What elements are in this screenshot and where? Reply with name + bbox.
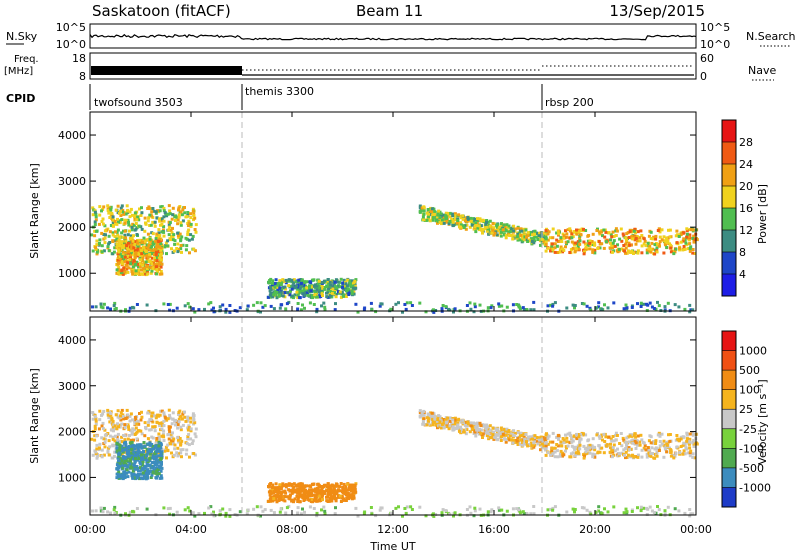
velocity-color-7 [722,350,736,371]
nsky-label: N.Sky [6,30,38,43]
velocity-colorbar-tick-5: -100 [739,442,764,455]
freq-strip: Freq. [MHz] 18 8 60 0 Nave [4,52,776,83]
velocity-color-6 [722,370,736,390]
cpid-name-2: themis 3300 [245,85,314,98]
power-colorbar: 4 8 12 16 20 24 28 [721,119,753,297]
velocity-range-tick-2: 3000 [58,380,86,393]
velocity-color-3 [722,428,736,449]
power-range-tick-2: 3000 [58,175,86,188]
power-colorbar-label: Power [dB] [756,184,769,244]
freq-tick-high: 18 [72,52,86,65]
beam-title: Beam 11 [356,2,423,20]
freq-label: Freq. [14,54,39,65]
power-colorbar-tick-0: 4 [739,268,746,281]
cpid-strip: CPID twofsound 3503 themis 3300 rbsp 200 [6,84,594,110]
power-panel: 1000 2000 3000 4000 Slant Range [km] [28,111,699,314]
nave-tick-high: 60 [700,52,714,65]
time-axis-label: Time UT [369,540,415,553]
cpid-name-3: rbsp 200 [545,96,594,109]
power-range-tick-3: 4000 [58,129,86,142]
time-tick-0: 00:00 [74,523,106,536]
nsky-tick-low: 10^0 [56,38,86,51]
velocity-color-4 [722,409,736,429]
freq-unit: [MHz] [4,66,33,77]
nsky-tick-high: 10^5 [56,21,86,34]
power-color-1 [722,252,736,274]
power-colorbar-tick-5: 24 [739,158,753,171]
date-title: 13/Sep/2015 [609,2,705,20]
velocity-color-2 [722,448,736,468]
nave-label: Nave [748,64,776,77]
power-range-tick-1: 2000 [58,221,86,234]
velocity-panel: 1000 2000 3000 4000 Slant Range [km] 00:00 0… [28,112,712,553]
velocity-range-tick-0: 1000 [58,471,86,484]
velocity-colorbar-tick-0: 1000 [739,345,767,358]
velocity-color-5 [722,389,736,410]
nsearch-tick-low: 10^0 [700,38,730,51]
power-color-3 [722,208,736,230]
velocity-echoes [90,408,699,518]
velocity-colorbar-tick-3: 25 [739,403,753,416]
velocity-colorbar: 1000 500 100 25 -25 -100 -500 -1000 [721,330,771,508]
time-tick-5: 20:00 [579,523,611,536]
nsky-trace [89,33,697,41]
power-color-5 [722,164,736,186]
power-colorbar-tick-1: 8 [739,246,746,259]
power-color-2 [722,230,736,252]
power-range-tick-0: 1000 [58,267,86,280]
nsearch-tick-high: 10^5 [700,21,730,34]
power-color-0 [722,274,736,296]
power-range-axis-label: Slant Range [km] [28,163,41,259]
velocity-color-1 [722,467,736,488]
power-color-4 [722,186,736,208]
time-tick-3: 12:00 [377,523,409,536]
velocity-range-tick-3: 4000 [58,334,86,347]
velocity-colorbar-tick-2: 100 [739,384,760,397]
time-tick-4: 16:00 [478,523,510,536]
station-title: Saskatoon (fitACF) [92,2,231,20]
nsearch-label: N.Search [746,30,796,43]
freq-tick-low: 8 [79,70,86,83]
power-colorbar-tick-2: 12 [739,224,753,237]
power-colorbar-tick-4: 20 [739,180,753,193]
velocity-colorbar-label: Velocity [m s⁻¹] [756,379,769,464]
power-color-7 [722,120,736,142]
velocity-colorbar-tick-1: 500 [739,364,760,377]
time-tick-2: 08:00 [276,523,308,536]
time-tick-6: 00:00 [680,523,712,536]
power-color-6 [722,142,736,164]
power-colorbar-tick-6: 28 [739,136,753,149]
power-echoes [90,204,699,314]
velocity-color-8 [722,331,736,351]
nsky-strip: N.Sky 10^5 10^0 10^5 10^0 N.Search [6,21,796,51]
cpid-name-1: twofsound 3503 [94,96,183,109]
power-colorbar-tick-3: 16 [739,202,753,215]
velocity-colorbar-tick-7: -1000 [739,481,771,494]
velocity-colorbar-tick-4: -25 [739,423,757,436]
freq-block [91,66,242,75]
velocity-range-tick-1: 2000 [58,426,86,439]
nave-tick-low: 0 [700,70,707,83]
velocity-color-0 [722,487,736,507]
velocity-range-axis-label: Slant Range [km] [28,368,41,464]
velocity-colorbar-tick-6: -500 [739,462,764,475]
time-tick-1: 04:00 [175,523,207,536]
cpid-label: CPID [6,92,35,105]
